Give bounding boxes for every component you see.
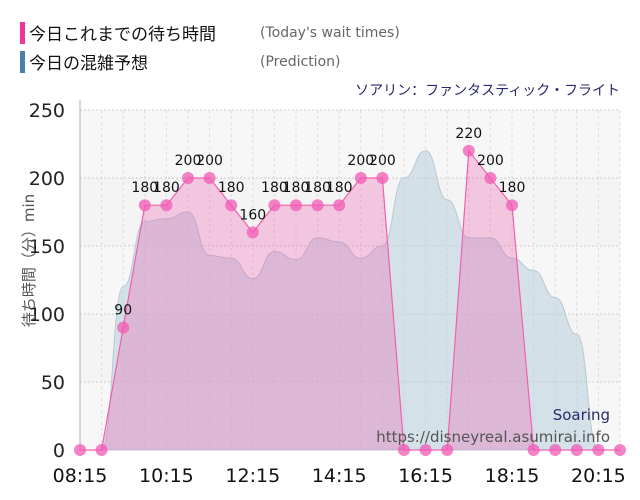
- legend-label: 今日の混雑予想: [29, 54, 148, 74]
- data-label: 160: [239, 207, 266, 223]
- y-tick-label: 200: [29, 168, 65, 190]
- watermark-name: Soaring: [553, 406, 610, 424]
- data-point: [95, 444, 108, 456]
- data-point: [419, 444, 432, 456]
- x-tick-label: 16:15: [398, 465, 453, 487]
- y-tick-label: 100: [29, 304, 65, 326]
- data-point: [203, 172, 216, 184]
- legend-swatch-prediction: [20, 50, 25, 73]
- data-label: 180: [499, 180, 526, 196]
- watermark-url: https://disneyreal.asumirai.info: [376, 428, 610, 446]
- attraction-name: ソアリン：ファンタスティック・フライト: [355, 83, 620, 99]
- data-point: [376, 172, 389, 184]
- legend-label-en: (Prediction): [260, 53, 341, 70]
- x-tick-label: 12:15: [225, 465, 280, 487]
- data-point: [614, 444, 626, 456]
- data-label: 220: [455, 126, 482, 142]
- x-tick-label: 10:15: [139, 465, 194, 487]
- data-point: [441, 444, 454, 456]
- data-point: [74, 444, 86, 456]
- data-label: 90: [114, 303, 132, 319]
- data-point: [138, 199, 151, 212]
- data-point: [333, 199, 346, 212]
- data-point: [527, 444, 540, 456]
- legend-label: 今日これまでの待ち時間: [29, 25, 216, 45]
- data-point: [160, 199, 173, 212]
- data-point: [311, 199, 324, 212]
- data-label: 180: [283, 180, 310, 196]
- data-label: 180: [304, 180, 331, 196]
- data-label: 180: [153, 180, 180, 196]
- data-point: [354, 172, 367, 184]
- data-label: 200: [369, 153, 396, 169]
- data-point: [570, 444, 583, 456]
- y-tick-label: 0: [53, 440, 65, 462]
- data-label: 180: [261, 180, 288, 196]
- x-tick-label: 08:15: [53, 465, 108, 487]
- data-point: [484, 172, 497, 184]
- legend-label-en: (Today's wait times): [260, 24, 400, 41]
- data-point: [462, 144, 475, 157]
- grid-band: [80, 110, 620, 178]
- data-point: [268, 199, 281, 212]
- data-label: 200: [175, 153, 202, 169]
- y-tick-label: 150: [29, 236, 65, 258]
- prediction-area: [79, 150, 620, 451]
- data-point: [225, 199, 238, 212]
- data-point: [549, 444, 562, 456]
- legend-item-actual: 今日これまでの待ち時間 (Today's wait times): [20, 20, 400, 45]
- data-point: [398, 444, 410, 456]
- legend-item-prediction: 今日の混雑予想 (Prediction): [20, 49, 340, 74]
- data-point: [182, 172, 194, 184]
- data-label: 180: [131, 180, 158, 196]
- data-point: [246, 226, 259, 239]
- x-tick-label: 18:15: [485, 465, 540, 487]
- data-point: [592, 444, 605, 456]
- y-tick-label: 250: [29, 100, 65, 122]
- data-label: 200: [347, 153, 374, 169]
- data-label: 200: [477, 153, 504, 169]
- y-tick-label: 50: [41, 372, 65, 394]
- actual-area: [80, 150, 620, 451]
- y-axis-label: 待ち時間（分）min: [20, 193, 39, 328]
- data-label: 180: [326, 180, 353, 196]
- data-label: 200: [196, 153, 223, 169]
- data-point: [117, 321, 130, 334]
- x-tick-label: 20:15: [571, 465, 626, 487]
- x-tick-label: 14:15: [312, 465, 367, 487]
- legend-swatch-actual: [20, 21, 25, 44]
- data-label: 180: [218, 180, 245, 196]
- data-point: [506, 199, 518, 212]
- data-point: [290, 199, 302, 212]
